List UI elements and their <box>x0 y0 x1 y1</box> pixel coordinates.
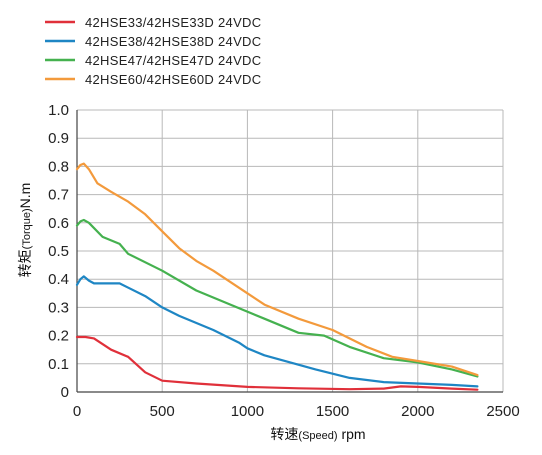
series-line-4 <box>75 162 479 377</box>
y-tick-label: 0.4 <box>48 271 69 288</box>
y-tick-label: 0.6 <box>48 215 69 232</box>
chart-grid <box>77 109 504 392</box>
x-tick-label: 500 <box>150 403 175 420</box>
x-axis-label-main: 转速 <box>270 426 298 442</box>
y-axis-label: 转矩(Torque)N.m <box>17 183 33 278</box>
x-tick-label: 1000 <box>231 403 264 420</box>
x-tick-label: 0 <box>73 403 81 420</box>
y-axis-label-main: 转矩 <box>17 249 33 277</box>
y-tick-label: 0.7 <box>48 187 69 204</box>
y-tick-label: 0.9 <box>48 130 69 147</box>
y-tick-label: 0.8 <box>48 158 69 175</box>
legend-label-2: 42HSE38/42HSE38D 24VDC <box>85 34 261 49</box>
x-tick-label: 2000 <box>401 403 434 420</box>
chart-legend: 42HSE33/42HSE33D 24VDC 42HSE38/42HSE38D 2… <box>45 15 261 87</box>
y-tick-label: 0 <box>61 384 69 401</box>
y-axis-label-unit: N.m <box>17 183 33 209</box>
x-axis-label-unit: rpm <box>338 426 366 442</box>
legend-label-4: 42HSE60/42HSE60D 24VDC <box>85 72 261 87</box>
legend-label-3: 42HSE47/42HSE47D 24VDC <box>85 53 261 68</box>
x-tick-label: 1500 <box>316 403 349 420</box>
x-tick-label: 2500 <box>486 403 519 420</box>
y-tick-label: 0.2 <box>48 328 69 345</box>
y-axis-label-en: (Torque) <box>21 208 33 249</box>
chart-ticks: 0 0.1 0.2 0.3 0.4 0.5 0.6 0.7 0.8 0.9 1.0 0 500 1000 1… <box>48 102 520 420</box>
series-line-3 <box>75 218 479 378</box>
x-axis-label: 转速(Speed) rpm <box>270 426 365 442</box>
series-line-2 <box>75 275 479 388</box>
legend-label-1: 42HSE33/42HSE33D 24VDC <box>85 15 261 30</box>
chart-axes <box>76 110 503 393</box>
y-tick-label: 0.5 <box>48 243 69 260</box>
chart-series <box>75 162 479 391</box>
y-tick-label: 1.0 <box>48 102 69 119</box>
x-axis-label-en: (Speed) <box>298 430 337 442</box>
y-tick-label: 0.1 <box>48 356 69 373</box>
y-tick-label: 0.3 <box>48 299 69 316</box>
series-line-1 <box>75 335 479 391</box>
